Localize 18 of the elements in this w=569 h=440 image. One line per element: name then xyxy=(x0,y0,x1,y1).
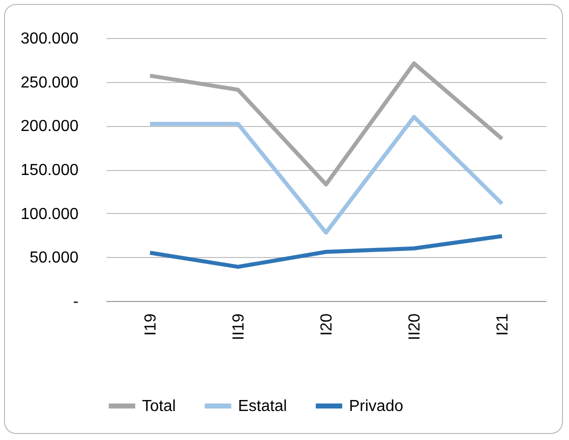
x-tick-label: I19 xyxy=(142,313,160,336)
x-tick-label: II20 xyxy=(406,313,424,340)
y-tick-label: 200.000 xyxy=(20,118,79,136)
y-tick-label: 150.000 xyxy=(20,162,79,179)
x-tick-label: II19 xyxy=(230,313,248,340)
legend-label: Privado xyxy=(349,398,404,415)
y-tick-label: - xyxy=(73,294,78,310)
y-tick-label: 300.000 xyxy=(20,30,79,48)
line-series xyxy=(148,114,504,235)
legend-label: Total xyxy=(142,398,176,415)
x-tick-label: I21 xyxy=(494,313,512,336)
legend-label: Estatal xyxy=(238,398,287,415)
line-series xyxy=(148,234,504,269)
line-series xyxy=(148,61,504,186)
x-tick-label: I20 xyxy=(318,313,336,336)
y-tick-label: 250.000 xyxy=(20,74,79,92)
y-tick-label: 50.000 xyxy=(30,250,79,267)
y-tick-label: 100.000 xyxy=(20,206,79,223)
